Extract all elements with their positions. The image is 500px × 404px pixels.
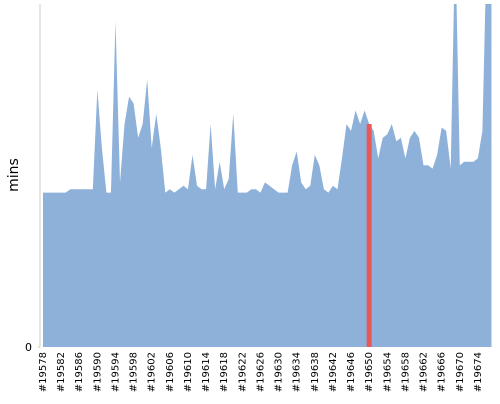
x-tick-label: #19610 <box>183 352 194 392</box>
x-tick-label: #19578 <box>38 352 49 392</box>
x-tick-label: #19674 <box>473 352 484 392</box>
x-tick-label: #19642 <box>328 352 339 392</box>
x-tick-label: #19646 <box>346 352 357 392</box>
x-tick-label: #19630 <box>274 352 285 392</box>
area <box>43 4 492 347</box>
x-tick-label: #19602 <box>147 352 158 392</box>
y-tick-label: 0 <box>25 341 32 354</box>
x-tick-label: #19658 <box>400 352 411 392</box>
x-tick-label: #19666 <box>437 352 448 392</box>
x-tick-label: #19670 <box>455 352 466 392</box>
y-axis-label: mins <box>6 158 22 192</box>
x-tick-label: #19590 <box>92 352 103 392</box>
plot-area <box>43 4 492 347</box>
x-tick-label: #19662 <box>419 352 430 392</box>
x-tick-label: #19634 <box>292 352 303 392</box>
x-tick-label: #19638 <box>310 352 321 392</box>
x-tick-label: #19598 <box>129 352 140 392</box>
x-tick-label: #19594 <box>110 352 121 392</box>
x-tick-label: #19618 <box>219 352 230 392</box>
x-tick-label: #19654 <box>382 352 393 392</box>
highlight-bar <box>366 124 372 347</box>
x-tick-label: #19582 <box>56 352 67 392</box>
x-tick-label: #19606 <box>165 352 176 392</box>
x-tick-label: #19650 <box>364 352 375 392</box>
x-tick-label: #19626 <box>255 352 266 392</box>
x-tick-label: #19586 <box>74 352 85 392</box>
x-tick-label: #19614 <box>201 352 212 392</box>
x-tick-label: #19622 <box>237 352 248 392</box>
